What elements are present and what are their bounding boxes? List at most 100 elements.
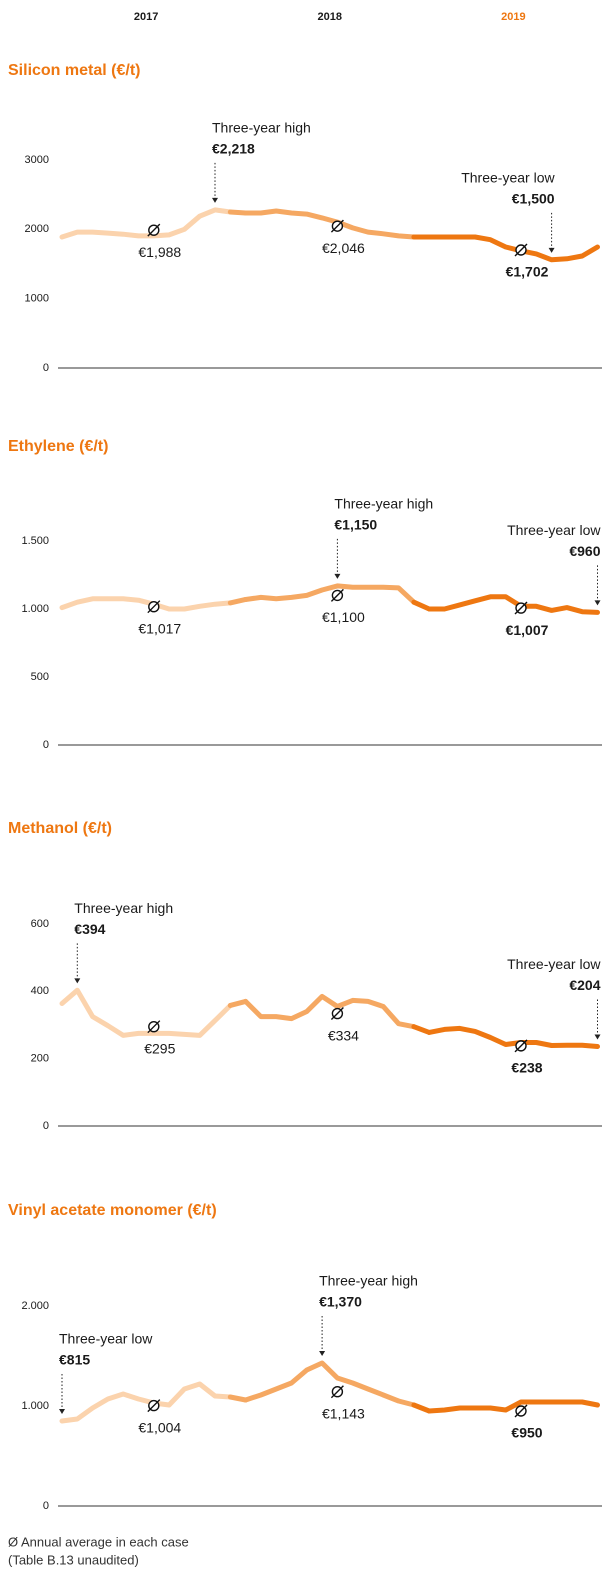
y-tick-label: 600 [31,918,49,930]
y-tick-label: 1000 [25,293,49,305]
extreme-value: €1,500 [512,191,555,207]
y-tick-label: 2000 [25,223,49,235]
y-tick-label: 2.000 [21,1300,49,1312]
year-label: 2017 [134,11,158,23]
extreme-label: Three-year low [507,522,601,538]
average-label: €334 [328,1027,359,1043]
average-label: €1,007 [506,622,549,638]
average-slash [330,588,344,602]
price-line [426,1025,600,1049]
price-line [243,1360,417,1408]
average-marker [514,243,528,257]
arrow-head [334,573,341,579]
extreme-label: Three-year high [74,900,173,916]
footnote: (Table B.13 unaudited) [8,1552,139,1567]
price-line [243,993,417,1030]
year-connector [411,1402,432,1414]
arrow-head [74,978,81,984]
year-connector [227,1394,249,1403]
footnote: Ø Annual average in each case [8,1534,189,1549]
average-slash [330,219,344,233]
arrow-head [212,197,218,203]
average-slash [147,1020,161,1034]
year-connector [227,596,249,606]
average-label: €295 [144,1040,175,1056]
extreme-label: Three-year high [212,120,311,136]
y-tick-label: 0 [43,362,49,374]
price-line [59,987,233,1038]
arrow-head [594,600,601,606]
average-label: €238 [511,1060,542,1076]
extreme-label: Three-year high [334,496,433,512]
price-line [59,596,233,612]
extreme-label: Three-year low [461,170,555,186]
average-slash [514,1039,528,1053]
price-line [243,583,417,605]
extreme-label: Three-year high [319,1273,418,1289]
average-marker [147,1399,161,1413]
arrow-head [59,1409,65,1414]
year-connector [227,998,249,1008]
price-line [426,594,600,615]
average-marker [514,1039,528,1053]
average-slash [147,1399,161,1413]
extreme-label: Three-year low [507,956,601,972]
extreme-value: €1,370 [319,1294,362,1310]
extreme-value: €2,218 [212,141,255,157]
price-line [426,234,600,263]
year-connector [411,599,432,612]
y-tick-label: 0 [43,1120,49,1132]
average-slash [147,600,161,614]
extreme-value: €394 [74,921,105,937]
arrow-head [548,247,555,253]
price-line [59,207,233,240]
y-tick-label: 0 [43,1500,49,1512]
chart-title: Vinyl acetate monomer (€/t) [8,1202,217,1219]
chart-title: Silicon metal (€/t) [8,62,140,79]
average-label: €1,702 [506,264,549,280]
year-connector [227,209,249,216]
chart-title: Methanol (€/t) [8,820,112,837]
average-label: €1,143 [322,1405,365,1421]
average-slash [514,243,528,257]
average-label: €1,017 [138,620,181,636]
average-slash [330,1385,344,1399]
year-connector [411,1024,432,1035]
y-tick-label: 1.000 [21,1400,49,1412]
extreme-label: Three-year low [59,1331,153,1347]
y-tick-label: 1.000 [21,603,49,615]
average-label: €1,004 [138,1419,181,1435]
average-marker [147,600,161,614]
arrow-head [594,1034,601,1040]
average-slash [147,223,161,237]
average-marker [330,588,344,602]
average-label: €1,988 [138,244,181,260]
average-marker [514,1404,528,1418]
arrow-head [319,1351,326,1356]
average-slash [330,1007,344,1021]
year-label: 2019 [501,11,525,23]
extreme-value: €204 [569,977,600,993]
year-label: 2018 [318,11,342,23]
chart-title: Ethylene (€/t) [8,438,108,455]
average-slash [514,1404,528,1418]
y-tick-label: 500 [31,671,49,683]
average-marker [514,601,528,615]
y-tick-label: 200 [31,1053,49,1065]
extreme-value: €1,150 [334,517,377,533]
average-marker [147,223,161,237]
extreme-value: €960 [569,543,600,559]
extreme-value: €815 [59,1352,90,1368]
average-label: €2,046 [322,240,365,256]
y-tick-label: 1.500 [21,535,49,547]
price-line [59,1381,233,1424]
price-line [426,1399,600,1414]
average-label: €1,100 [322,609,365,625]
y-tick-label: 400 [31,985,49,997]
price-line [243,208,417,240]
average-label: €950 [511,1425,542,1441]
y-tick-label: 3000 [25,154,49,166]
average-slash [514,601,528,615]
average-marker [330,219,344,233]
